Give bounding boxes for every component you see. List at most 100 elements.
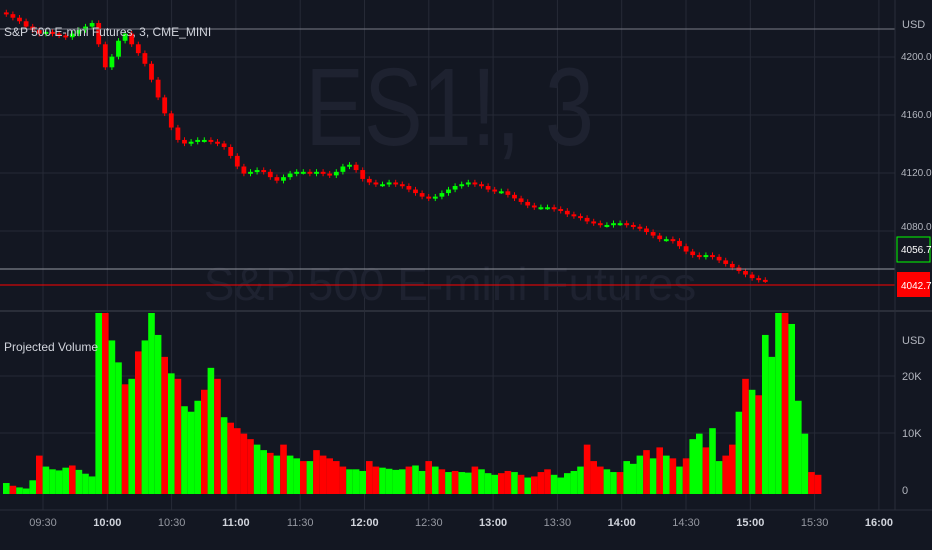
candle-body	[96, 23, 102, 45]
candle-body	[611, 223, 616, 226]
time-axis[interactable]: 09:30 10:00 10:30 11:00 11:30 12:00 12:30 13:00…	[0, 509, 932, 529]
volume-bar	[643, 450, 650, 494]
candle-body	[762, 279, 768, 282]
candle-body	[314, 171, 319, 174]
volume-bar	[36, 455, 43, 494]
watermark-ticker: ES1!, 3	[305, 47, 594, 170]
volume-bar	[88, 476, 96, 494]
candle-body	[215, 141, 220, 144]
volume-bar	[379, 467, 386, 494]
candle-body	[102, 44, 108, 68]
volume-bar	[722, 455, 729, 494]
candle-body	[109, 56, 115, 68]
candle-body	[756, 278, 762, 281]
symbol-title[interactable]: S&P 500 E-mini Futures, 3, CME_MINI	[4, 25, 211, 39]
volume-bar	[95, 313, 102, 494]
candle-body	[531, 205, 537, 208]
volume-bar	[564, 473, 571, 494]
candle-body	[479, 184, 484, 187]
volume-bar	[465, 472, 472, 494]
candle-body	[30, 26, 36, 31]
candle-body	[188, 141, 194, 144]
volume-bar	[75, 469, 83, 494]
volume-pane-title[interactable]: Projected Volume	[4, 340, 98, 354]
volume-pane[interactable]: Projected Volume	[0, 313, 895, 494]
candle-body	[63, 35, 69, 38]
volume-bar	[319, 455, 327, 494]
candle-body	[399, 184, 405, 187]
candle-body	[201, 139, 207, 142]
volume-scale[interactable]: USD 20K 10K 0	[902, 335, 925, 497]
candle-body	[716, 256, 722, 261]
alert-price-box[interactable]: 4042.75	[897, 272, 932, 297]
volume-bar	[623, 461, 630, 494]
time-label: 12:00	[350, 517, 378, 529]
volume-bar	[795, 400, 802, 494]
candle-body	[366, 178, 372, 183]
volume-bar	[814, 474, 822, 494]
candle-body	[564, 210, 570, 215]
time-label: 13:00	[479, 517, 507, 529]
candle-body	[677, 240, 682, 247]
volume-bar	[399, 469, 406, 494]
volume-bar	[590, 461, 597, 494]
candle-body	[657, 235, 663, 240]
volume-bar	[161, 356, 168, 494]
volume-bar	[154, 334, 162, 494]
price-pane[interactable]: ES1!, 3 S&P 500 E-mini Futures S&P 500 E…	[0, 0, 895, 510]
volume-bar	[220, 417, 228, 494]
volume-bar	[286, 455, 294, 494]
candle-body	[333, 171, 339, 176]
candle-body	[624, 223, 630, 226]
watermark-name: S&P 500 E-mini Futures	[204, 258, 697, 310]
time-label: 12:30	[415, 517, 443, 529]
volume-bar	[181, 406, 188, 494]
candle-body	[703, 255, 709, 258]
candle-body	[743, 271, 748, 275]
volume-bar	[194, 400, 201, 494]
candle-body	[23, 21, 29, 27]
candle-body	[347, 164, 352, 167]
volume-bar	[458, 472, 465, 494]
volume-bar	[808, 472, 815, 494]
volume-bar	[3, 483, 10, 494]
candle-body	[584, 217, 590, 222]
candle-body	[142, 53, 148, 64]
candle-body	[465, 182, 471, 185]
volume-bar	[742, 378, 749, 494]
time-label: 16:00	[865, 517, 893, 529]
candle-body	[683, 246, 689, 252]
volume-bar	[729, 444, 736, 494]
volume-bar	[385, 468, 393, 494]
volume-bar	[788, 323, 795, 494]
volume-bar	[432, 466, 439, 494]
candle-body	[300, 171, 306, 174]
time-label: 10:30	[158, 517, 186, 529]
last-price-box[interactable]: 4056.75	[896, 236, 932, 263]
candle-body	[505, 191, 511, 195]
candle-body	[380, 184, 385, 187]
volume-scale-currency: USD	[902, 335, 925, 347]
volume-bar	[491, 474, 498, 494]
volume-bar	[16, 487, 23, 494]
price-scale[interactable]: USD 4200.00 4160.00 4120.00 4080.00 4056…	[894, 0, 932, 510]
candle-body	[538, 207, 544, 210]
candle-body	[690, 251, 696, 256]
volume-bar	[69, 465, 76, 494]
candle-body	[50, 31, 55, 34]
candle-body	[327, 173, 333, 176]
volume-bar	[801, 433, 809, 494]
volume-bar	[392, 469, 399, 494]
volume-bar	[438, 469, 446, 494]
volume-bar	[135, 351, 142, 494]
volume-bar	[676, 466, 683, 494]
candle-body	[248, 171, 253, 174]
volume-bar	[201, 389, 208, 494]
candle-body	[617, 223, 623, 226]
candle-body	[149, 63, 154, 80]
candle-body	[419, 193, 425, 197]
candle-body	[89, 23, 95, 27]
volume-bar	[9, 485, 17, 494]
candles	[3, 9, 768, 283]
